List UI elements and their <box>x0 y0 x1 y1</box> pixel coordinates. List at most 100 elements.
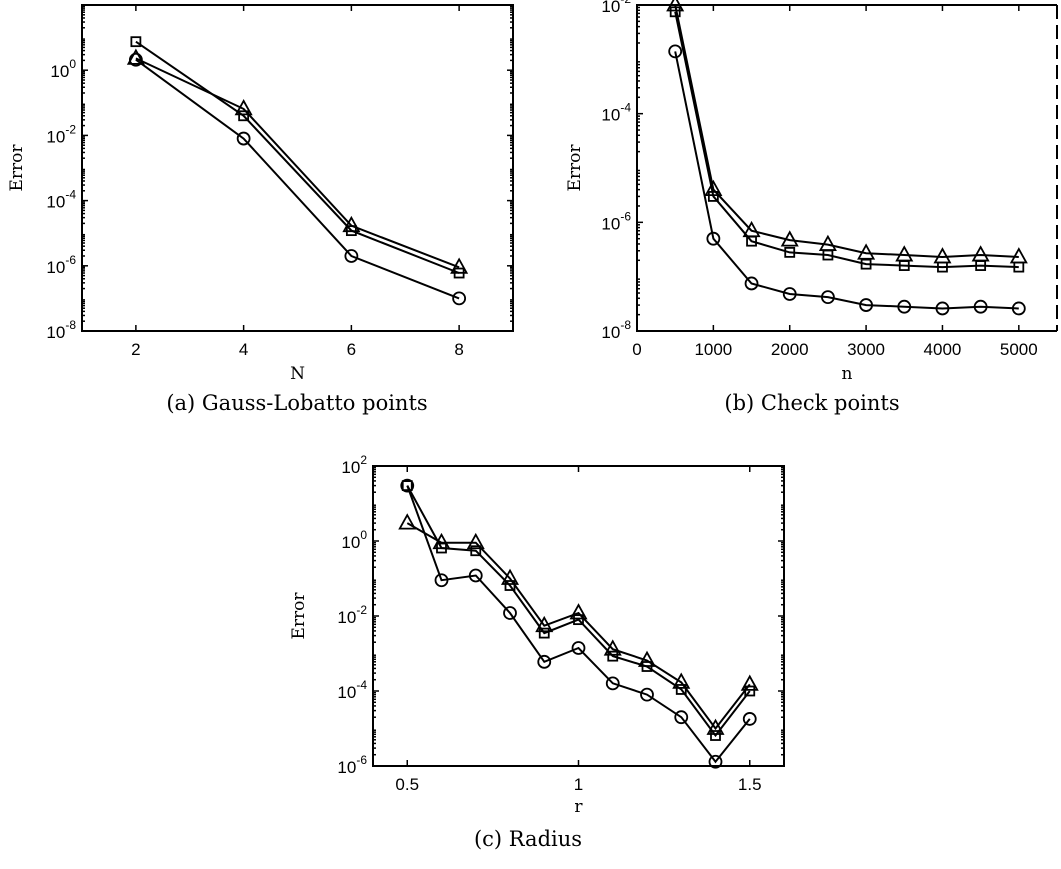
y-axis-title: Error <box>565 144 585 192</box>
x-tick-label: 0 <box>632 340 641 359</box>
data-point-triangle <box>500 568 520 585</box>
data-point-triangle <box>666 0 685 12</box>
data-point-triangle <box>1009 247 1028 264</box>
data-point-circle <box>859 298 873 312</box>
data-point-square <box>238 110 250 122</box>
caption: (b) Check points <box>724 391 899 415</box>
y-tick-label: 10-2 <box>337 603 367 627</box>
data-point-square <box>573 614 584 626</box>
y-tick-label: 10-2 <box>601 0 631 16</box>
data-point-circle <box>674 710 689 725</box>
x-tick-label: 2000 <box>771 340 809 359</box>
data-point-circle <box>1011 301 1026 316</box>
data-point-circle <box>897 299 912 314</box>
y-axis-title: Error <box>289 592 309 640</box>
x-axis-title: N <box>290 364 305 384</box>
data-point-circle <box>452 291 467 306</box>
series-line-square <box>135 40 460 274</box>
data-point-circle <box>668 44 683 59</box>
data-point-square <box>860 258 872 270</box>
data-point-triangle <box>933 247 952 264</box>
x-tick-label: 4000 <box>924 340 962 359</box>
data-point-square <box>607 650 619 662</box>
x-tick-label: 1000 <box>694 340 732 359</box>
data-point-circle <box>400 478 415 493</box>
y-tick-label: 10-4 <box>601 101 631 125</box>
x-tick-label: 1 <box>574 775 583 794</box>
y-tick-label: 10-4 <box>337 678 367 702</box>
chart-b: 0 1000 2000 3000 4000 5000 10-8 10-6 10-4 10-2 n Er… <box>565 0 1058 415</box>
y-tick-label: 100 <box>50 57 76 81</box>
data-point-circle <box>640 687 654 702</box>
data-point-triangle <box>432 532 451 550</box>
y-tick-label: 10-8 <box>46 318 76 342</box>
data-point-circle <box>706 231 721 246</box>
data-point-square <box>470 545 482 557</box>
y-tick-label: 10-8 <box>601 318 631 342</box>
series-line-triangle <box>674 4 1019 259</box>
y-tick-label: 100 <box>341 528 367 552</box>
data-point-triangle <box>569 603 588 620</box>
series-line-triangle <box>135 57 460 269</box>
x-tick-label: 4 <box>239 340 248 359</box>
x-tick-label: 1.5 <box>738 775 762 794</box>
caption: (a) Gauss-Lobatto points <box>166 391 427 415</box>
data-point-triangle <box>818 234 837 251</box>
data-point-circle <box>344 249 359 263</box>
series-line-square <box>406 485 751 738</box>
x-tick-label: 2 <box>131 340 140 359</box>
y-tick-label: 10-6 <box>601 209 631 233</box>
data-point-triangle <box>450 257 469 274</box>
data-point-square <box>401 480 413 492</box>
data-point-triangle <box>126 48 145 65</box>
x-axis-title: r <box>574 797 583 817</box>
series-line-square <box>674 11 1019 269</box>
data-point-circle <box>973 299 988 314</box>
x-axis-title: n <box>842 364 853 384</box>
y-tick-label: 10-6 <box>337 753 367 777</box>
x-tick-label: 5000 <box>1000 340 1038 359</box>
x-tick-label: 3000 <box>847 340 885 359</box>
x-tick-label: 6 <box>347 340 356 359</box>
data-point-triangle <box>234 99 253 116</box>
x-tick-label: 0.5 <box>395 775 419 794</box>
data-point-square <box>130 36 142 48</box>
data-point-circle <box>434 573 449 588</box>
data-point-circle <box>935 301 950 316</box>
data-point-triangle <box>637 650 657 667</box>
data-point-triangle <box>398 513 417 530</box>
y-axis-title: Error <box>7 144 27 192</box>
y-tick-label: 10-6 <box>46 253 76 277</box>
data-point-triangle <box>895 245 914 262</box>
data-point-circle <box>708 754 723 769</box>
series-line-circle <box>674 51 1019 310</box>
data-point-circle <box>782 287 797 301</box>
caption: (c) Radius <box>474 827 582 851</box>
chart-a: 2 4 6 8 10-8 10-6 10-4 10-2 100 N Error (a) Gauss-L… <box>7 4 514 415</box>
data-point-circle <box>503 606 517 620</box>
data-point-square <box>710 730 721 741</box>
plot-frame <box>81 4 514 332</box>
data-point-triangle <box>706 718 725 735</box>
series-line-triangle <box>406 522 751 731</box>
data-point-triangle <box>971 245 990 262</box>
x-tick-label: 8 <box>454 340 463 359</box>
plot-frame <box>636 4 1057 332</box>
data-point-circle <box>468 568 483 583</box>
data-point-circle <box>236 131 251 146</box>
data-point-triangle <box>672 672 691 689</box>
data-point-triangle <box>466 532 485 550</box>
y-tick-label: 10-4 <box>46 188 76 212</box>
data-point-triangle <box>535 615 554 633</box>
data-point-circle <box>821 290 835 305</box>
chart-c: 0.5 1 1.5 10-6 10-4 10-2 100 102 r Error (c) Radiu… <box>289 453 785 851</box>
data-point-triangle <box>740 674 759 691</box>
data-point-circle <box>605 676 620 691</box>
data-point-triangle <box>603 639 622 656</box>
data-point-square <box>784 246 796 258</box>
data-point-circle <box>742 712 757 726</box>
data-point-triangle <box>742 220 761 238</box>
data-point-triangle <box>704 179 723 197</box>
data-point-triangle <box>780 230 799 247</box>
